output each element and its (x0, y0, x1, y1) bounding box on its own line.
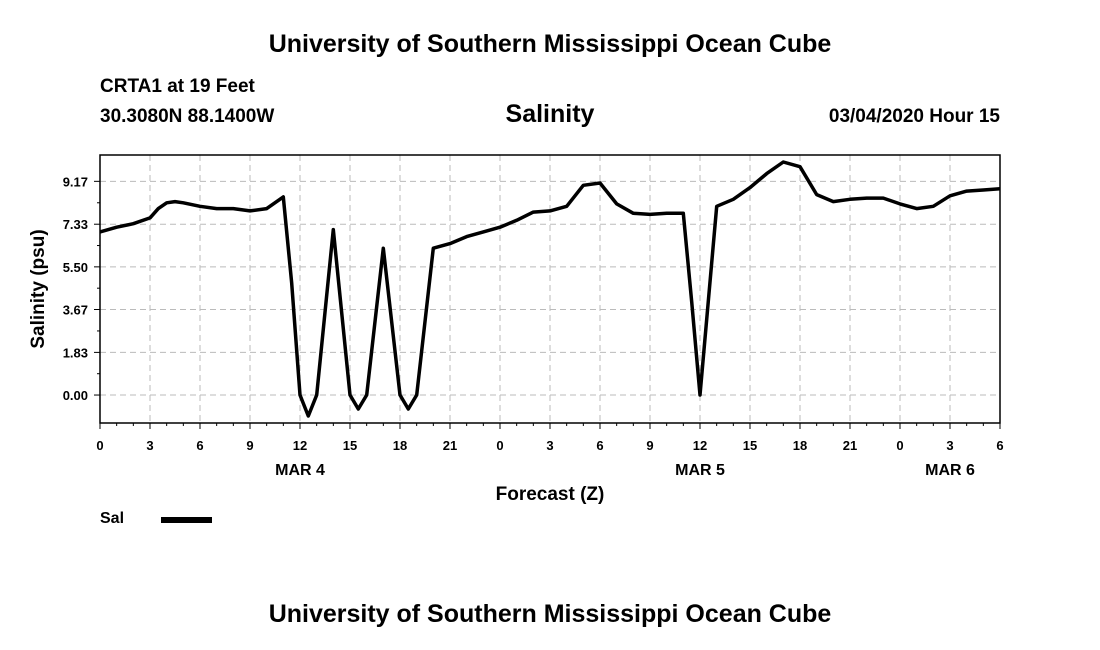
datetime-label: 03/04/2020 Hour 15 (828, 106, 1000, 127)
x-tick-label: 0 (896, 438, 903, 453)
x-tick-label: 0 (96, 438, 103, 453)
y-tick-label: 3.67 (63, 303, 88, 318)
x-tick-label: 0 (496, 438, 503, 453)
x-tick-label: 15 (743, 438, 757, 453)
x-tick-label: 12 (693, 438, 707, 453)
x-tick-label: 12 (293, 438, 307, 453)
x-tick-label: 6 (596, 438, 603, 453)
day-label: MAR 6 (925, 462, 975, 479)
y-tick-label: 9.17 (63, 174, 88, 189)
x-tick-label: 18 (393, 438, 407, 453)
legend-swatch (161, 517, 212, 523)
x-tick-label: 9 (646, 438, 653, 453)
x-tick-label: 21 (443, 438, 457, 453)
day-label: MAR 5 (675, 462, 725, 479)
header-title: University of Southern Mississippi Ocean… (268, 30, 832, 58)
y-tick-label: 7.33 (63, 217, 88, 232)
grid-lines (100, 155, 1000, 423)
x-tick-label: 15 (343, 438, 357, 453)
x-axis-title: Forecast (Z) (496, 484, 605, 505)
x-tick-label: 6 (996, 438, 1003, 453)
legend-label: Sal (100, 510, 125, 527)
footer-title: University of Southern Mississippi Ocean… (268, 600, 832, 628)
x-tick-label: 3 (146, 438, 153, 453)
x-tick-label: 6 (196, 438, 203, 453)
day-label: MAR 4 (275, 462, 325, 479)
salinity-series-line (100, 160, 1000, 418)
x-tick-label: 9 (246, 438, 253, 453)
x-tick-label: 21 (843, 438, 857, 453)
chart-title: Salinity (505, 100, 595, 128)
y-tick-label: 0.00 (63, 388, 88, 403)
station-label: CRTA1 at 19 Feet (100, 76, 255, 97)
x-tick-label: 3 (546, 438, 553, 453)
y-tick-label: 5.50 (63, 260, 88, 275)
series-layer (100, 160, 1000, 418)
y-tick-label: 1.83 (63, 345, 88, 360)
axis-layer: 0.00 1.83 3.67 5.50 7.33 9.17 0 3 6 9 12 15 18 21 0 3 6 9… (28, 174, 1004, 505)
x-tick-label: 3 (946, 438, 953, 453)
coordinates-label: 30.3080N 88.1400W (100, 106, 275, 127)
x-tick-label: 18 (793, 438, 807, 453)
y-axis-title: Salinity (psu) (28, 229, 49, 348)
